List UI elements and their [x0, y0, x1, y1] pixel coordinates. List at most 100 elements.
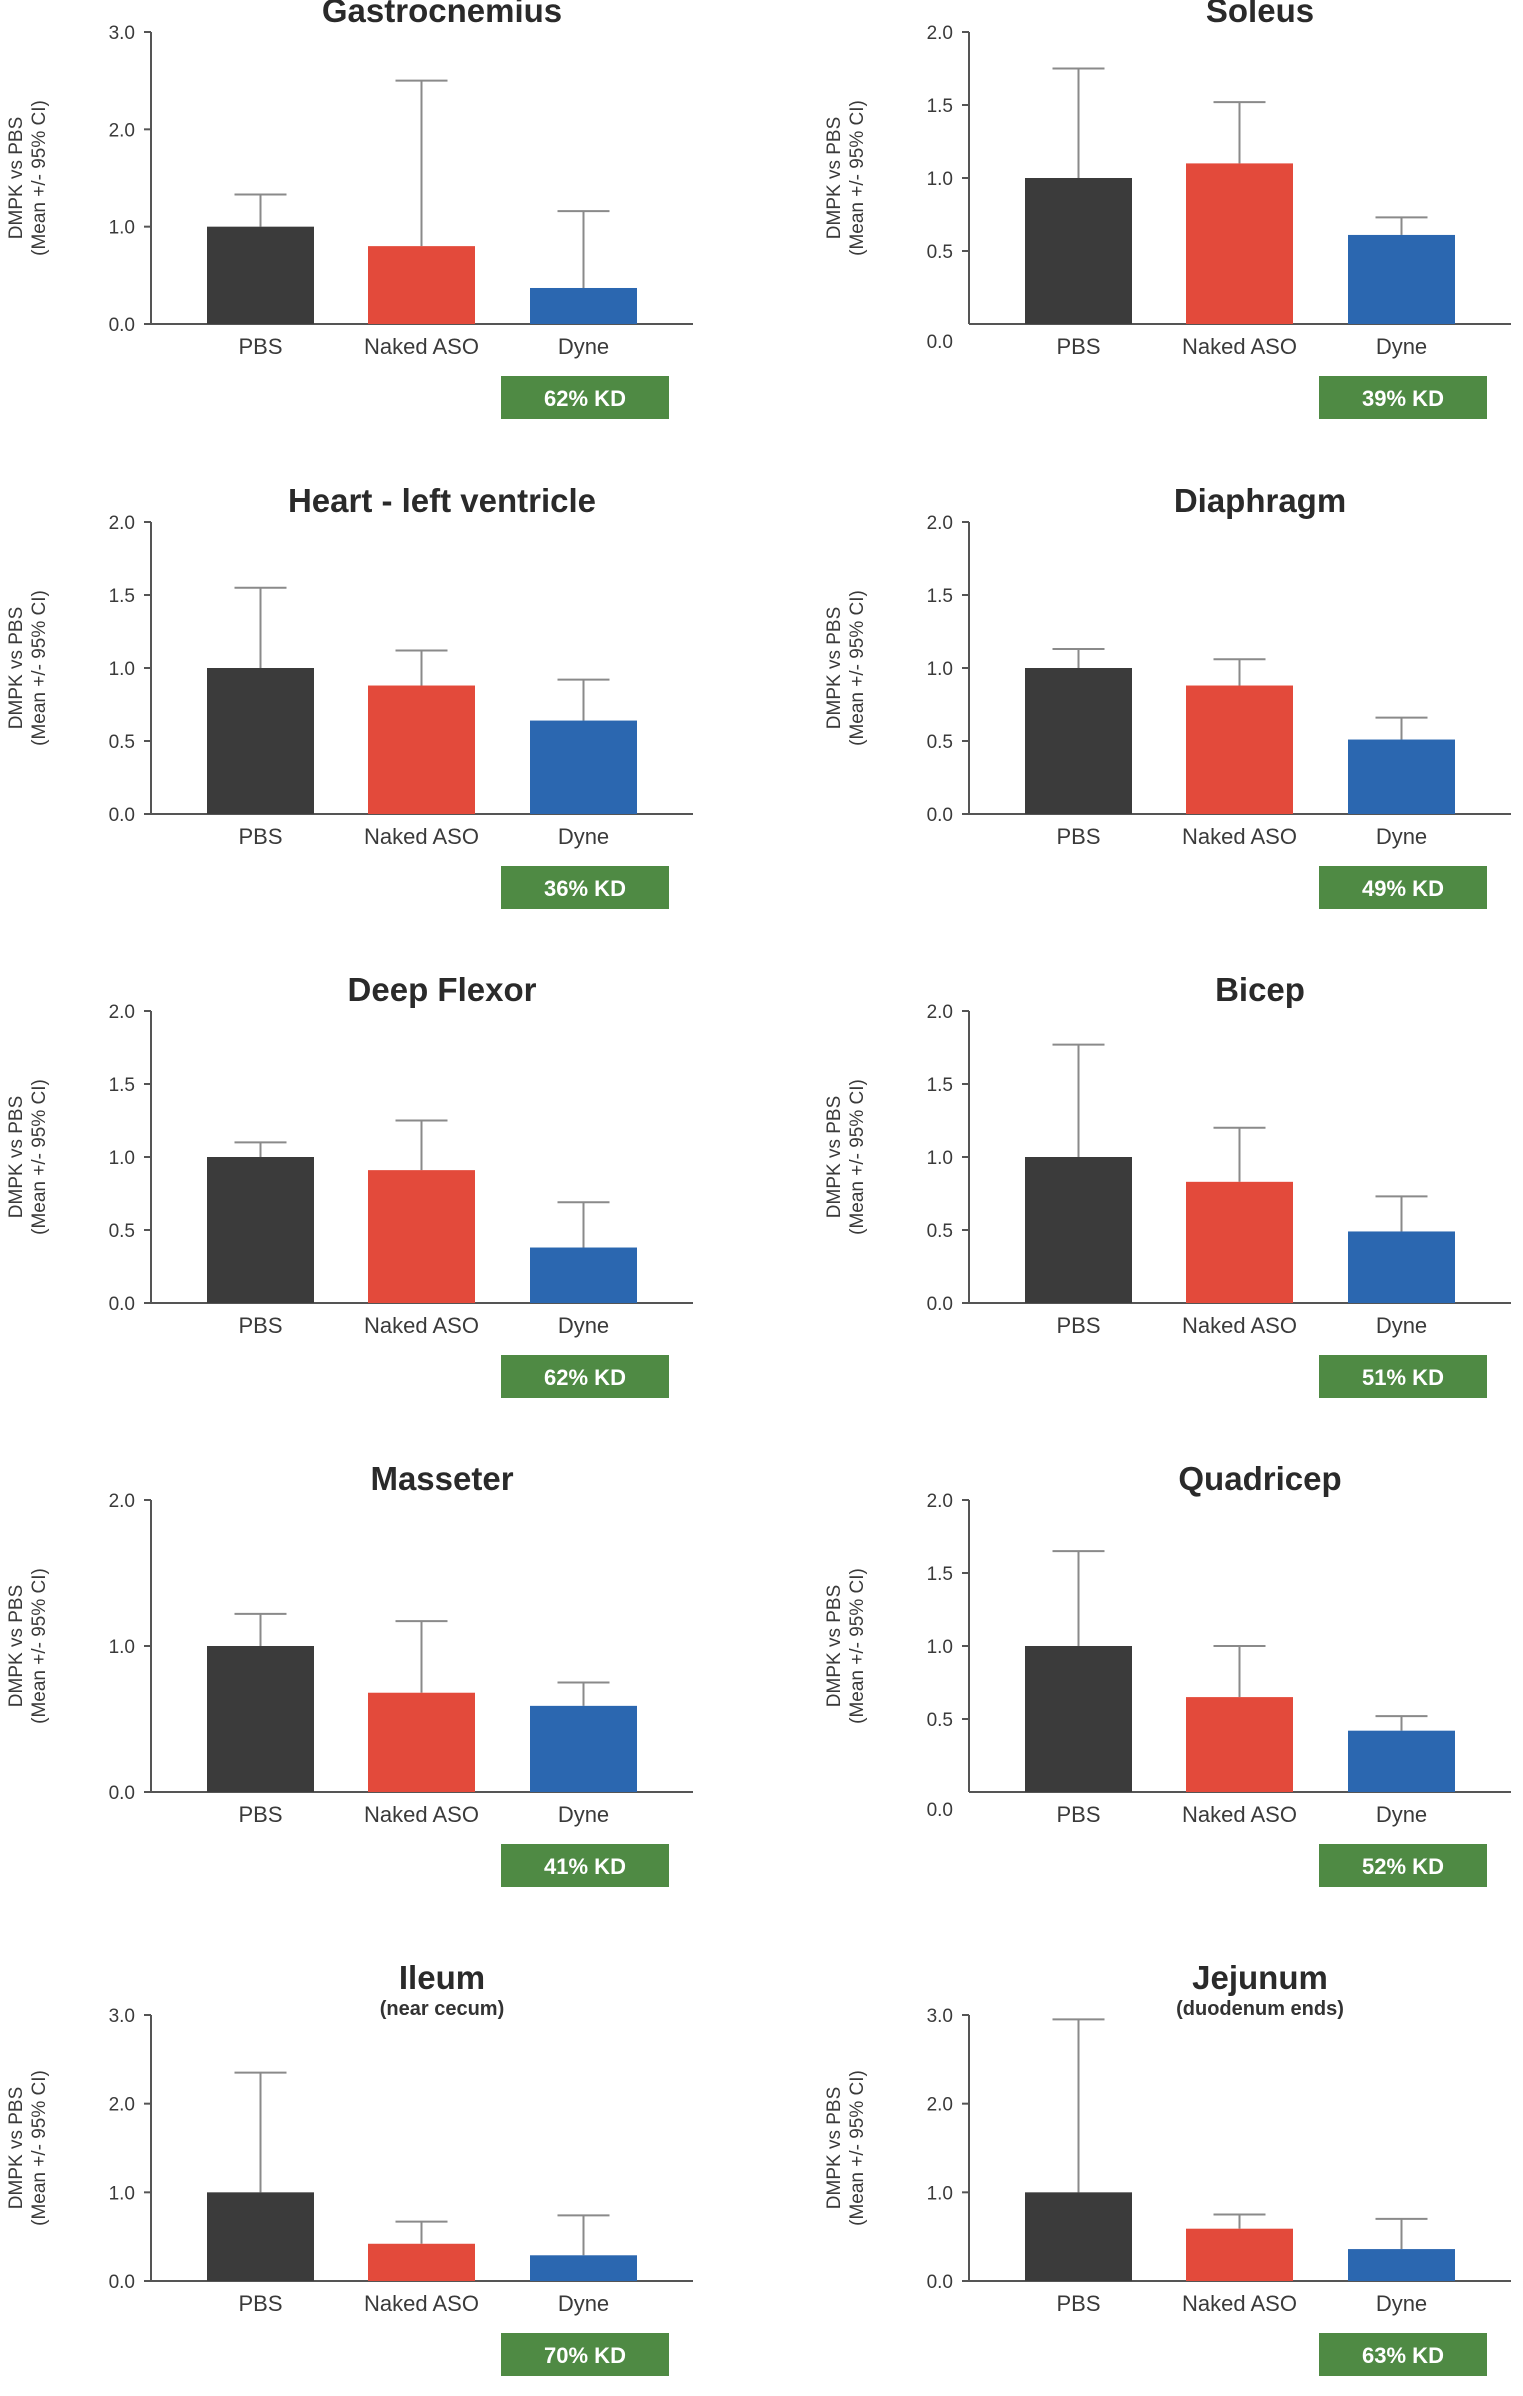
category-label-dyne: Dyne — [1376, 1313, 1427, 1338]
category-label-pbs: PBS — [1056, 824, 1100, 849]
chart-masseter: Masseter DMPK vs PBS (Mean +/- 95% CI) 0.0 1… — [6, 1460, 693, 1887]
kd-badge — [501, 1844, 669, 1887]
y-tick-label: 1.0 — [927, 1637, 953, 1658]
y-axis-label-line-1: DMPK vs PBS — [824, 2087, 845, 2209]
bar-pbs — [1025, 2192, 1132, 2281]
y-tick-label: 0.5 — [927, 242, 953, 263]
category-label-naked-aso: Naked ASO — [1182, 1313, 1297, 1338]
chart-title: Gastrocnemius — [322, 0, 562, 29]
y-axis-label-line-2: (Mean +/- 95% CI) — [847, 2070, 868, 2226]
kd-badge — [501, 866, 669, 909]
y-tick-label: 0.5 — [927, 1710, 953, 1731]
category-label-naked-aso: Naked ASO — [1182, 2291, 1297, 2316]
y-tick-label: 3.0 — [109, 2006, 135, 2027]
chart-title: Masseter — [370, 1460, 513, 1497]
kd-badge — [501, 2333, 669, 2376]
y-tick-label: 2.0 — [109, 2095, 135, 2116]
chart-title: Quadricep — [1178, 1460, 1341, 1497]
y-tick-label-offset: 0.0 — [927, 332, 953, 353]
bar-pbs — [1025, 178, 1132, 324]
y-tick-label: 1.5 — [927, 1564, 953, 1585]
chart-title: Soleus — [1206, 0, 1314, 29]
bar-pbs — [1025, 668, 1132, 814]
y-axis-label: DMPK vs PBS (Mean +/- 95% CI) — [824, 100, 868, 256]
y-tick-label: 0.5 — [109, 732, 135, 753]
category-label-pbs: PBS — [238, 1313, 282, 1338]
chart-subtitle: (duodenum ends) — [1176, 1998, 1344, 2020]
chart-title: Jejunum — [1192, 1959, 1328, 1996]
y-tick-label: 2.0 — [927, 23, 953, 44]
y-axis-label-line-1: DMPK vs PBS — [6, 607, 27, 729]
bar-naked-aso — [1186, 1697, 1293, 1792]
y-axis-label: DMPK vs PBS (Mean +/- 95% CI) — [6, 1079, 50, 1235]
chart-title: Bicep — [1215, 971, 1305, 1008]
kd-badge-label: 41% KD — [544, 1854, 626, 1879]
y-axis-label-line-2: (Mean +/- 95% CI) — [29, 1568, 50, 1724]
y-tick-label: 1.0 — [927, 169, 953, 190]
y-tick-label: 3.0 — [927, 2006, 953, 2027]
chart-soleus: Soleus DMPK vs PBS (Mean +/- 95% CI) 0.5 1.0… — [824, 0, 1511, 419]
y-axis-label-line-1: DMPK vs PBS — [824, 1585, 845, 1707]
category-label-pbs: PBS — [238, 2291, 282, 2316]
bar-naked-aso — [368, 1692, 475, 1792]
y-axis-label-line-2: (Mean +/- 95% CI) — [847, 590, 868, 746]
category-label-dyne: Dyne — [558, 2291, 609, 2316]
kd-badge-label: 62% KD — [544, 1365, 626, 1390]
bar-dyne — [530, 1247, 637, 1303]
y-axis-label: DMPK vs PBS (Mean +/- 95% CI) — [824, 1568, 868, 1724]
bar-naked-aso — [1186, 163, 1293, 324]
category-label-dyne: Dyne — [1376, 2291, 1427, 2316]
bar-naked-aso — [1186, 1181, 1293, 1303]
bar-dyne — [1348, 739, 1455, 814]
bar-pbs — [207, 668, 314, 814]
y-axis-label-line-1: DMPK vs PBS — [824, 1096, 845, 1218]
y-tick-label: 1.5 — [927, 1075, 953, 1096]
y-tick-label: 0.0 — [927, 1294, 953, 1315]
kd-badge — [501, 376, 669, 419]
y-axis-label-line-2: (Mean +/- 95% CI) — [847, 1568, 868, 1724]
kd-badge — [1319, 866, 1487, 909]
category-label-dyne: Dyne — [558, 1802, 609, 1827]
y-axis-label-line-2: (Mean +/- 95% CI) — [29, 100, 50, 256]
kd-badge — [501, 1355, 669, 1398]
bar-dyne — [1348, 1730, 1455, 1792]
category-label-pbs: PBS — [238, 824, 282, 849]
category-label-pbs: PBS — [1056, 2291, 1100, 2316]
y-tick-label: 2.0 — [109, 513, 135, 534]
bar-naked-aso — [368, 2243, 475, 2281]
bar-dyne — [530, 2255, 637, 2281]
y-tick-label: 1.5 — [927, 96, 953, 117]
chart-title: Diaphragm — [1174, 482, 1346, 519]
y-tick-label-offset: 0.0 — [927, 1800, 953, 1821]
bar-naked-aso — [1186, 2228, 1293, 2281]
bar-pbs — [207, 1157, 314, 1303]
y-tick-label: 2.0 — [927, 2095, 953, 2116]
y-axis-label: DMPK vs PBS (Mean +/- 95% CI) — [824, 2070, 868, 2226]
kd-badge-label: 52% KD — [1362, 1854, 1444, 1879]
y-tick-label: 1.0 — [927, 2183, 953, 2204]
category-label-naked-aso: Naked ASO — [364, 334, 479, 359]
category-label-naked-aso: Naked ASO — [1182, 824, 1297, 849]
chart-diaphragm: Diaphragm DMPK vs PBS (Mean +/- 95% CI) 0.0… — [824, 482, 1511, 909]
category-label-naked-aso: Naked ASO — [364, 2291, 479, 2316]
chart-title: Deep Flexor — [348, 971, 537, 1008]
y-axis-label-line-2: (Mean +/- 95% CI) — [847, 100, 868, 256]
category-label-dyne: Dyne — [1376, 1802, 1427, 1827]
y-axis-label: DMPK vs PBS (Mean +/- 95% CI) — [6, 2070, 50, 2226]
chart-subtitle: (near cecum) — [380, 1998, 505, 2020]
bar-pbs — [1025, 1157, 1132, 1303]
kd-badge-label: 49% KD — [1362, 876, 1444, 901]
category-label-naked-aso: Naked ASO — [364, 1313, 479, 1338]
y-tick-label: 1.0 — [927, 1148, 953, 1169]
y-axis-label: DMPK vs PBS (Mean +/- 95% CI) — [824, 590, 868, 746]
y-axis-label-line-2: (Mean +/- 95% CI) — [29, 2070, 50, 2226]
y-axis-label-line-1: DMPK vs PBS — [6, 117, 27, 239]
kd-badge — [1319, 1844, 1487, 1887]
category-label-dyne: Dyne — [1376, 824, 1427, 849]
y-tick-label: 1.5 — [109, 586, 135, 607]
bar-dyne — [1348, 1231, 1455, 1303]
chart-deep-flexor: Deep Flexor DMPK vs PBS (Mean +/- 95% CI) 0… — [6, 971, 693, 1398]
y-tick-label: 2.0 — [109, 1002, 135, 1023]
bar-dyne — [530, 287, 637, 324]
bar-naked-aso — [368, 246, 475, 324]
